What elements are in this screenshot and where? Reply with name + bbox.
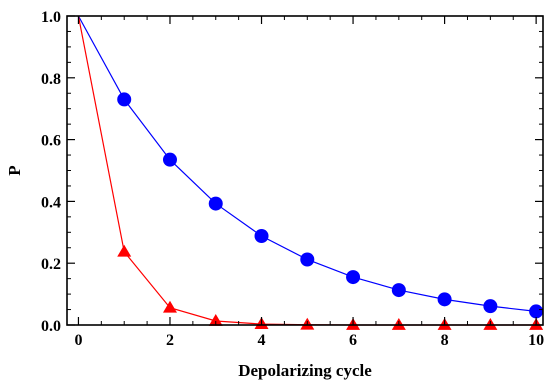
x-tick-label: 8 xyxy=(441,332,449,349)
y-tick-label: 1.0 xyxy=(41,9,61,26)
data-point-circle xyxy=(437,292,452,307)
x-tick-label: 10 xyxy=(528,332,544,349)
y-tick-label: 0.2 xyxy=(41,256,61,273)
data-point-triangle xyxy=(208,313,223,326)
data-point-circle xyxy=(208,196,223,211)
x-tick-label: 2 xyxy=(166,332,174,349)
data-point-circle xyxy=(391,283,406,298)
x-axis-label: Depolarizing cycle xyxy=(238,361,372,380)
y-axis-label: P xyxy=(5,165,24,175)
y-tick-label: 0.6 xyxy=(41,133,61,150)
y-tick-label: 0.8 xyxy=(41,71,61,88)
y-tick-label: 0.0 xyxy=(41,318,61,335)
x-tick-label: 6 xyxy=(349,332,357,349)
x-tick-label: 4 xyxy=(258,332,266,349)
data-point-circle xyxy=(300,252,315,267)
y-tick-label: 0.4 xyxy=(41,194,61,211)
data-point-triangle xyxy=(117,244,132,257)
data-point-circle xyxy=(162,152,177,167)
plot-frame xyxy=(66,15,544,326)
data-point-circle xyxy=(346,270,361,285)
series-triangle-line xyxy=(77,15,537,326)
data-point-circle xyxy=(254,229,269,244)
ticks-layer: 0 2 4 6 8 10 0.0 0.2 0.4 0.6 0.8 1.0 xyxy=(41,9,544,349)
plot-layer xyxy=(77,15,544,330)
x-tick-label: 0 xyxy=(74,332,82,349)
data-point-triangle xyxy=(162,300,177,313)
data-point-circle xyxy=(483,299,498,314)
series-circle-line xyxy=(77,15,537,312)
data-point-circle xyxy=(529,304,544,319)
data-point-circle xyxy=(117,92,132,107)
